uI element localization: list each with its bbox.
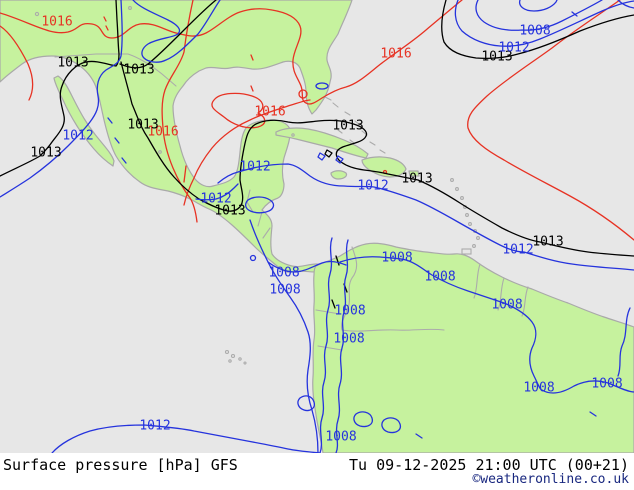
isobar-label: 1013: [481, 50, 512, 65]
jamaica: [330, 170, 348, 180]
isobar-label: 1016: [254, 105, 285, 120]
isobar-label: 1013: [127, 118, 158, 133]
isobar-label: 1008: [325, 430, 356, 445]
isobar-label: 1008: [269, 283, 300, 298]
isobar-label: 1008: [424, 270, 455, 285]
isobar-label: 1012: [239, 160, 270, 175]
south-america-landmass: [312, 242, 634, 453]
hispaniola: [361, 156, 407, 178]
isobar-label: 1008: [591, 377, 622, 392]
isobar-label: 1008: [523, 381, 554, 396]
isobar-label: 1016: [41, 15, 72, 30]
isobar-label: 1012: [502, 243, 533, 258]
isobar-label: 1013: [332, 119, 363, 134]
isobar-label: 1008: [334, 304, 365, 319]
copyright-link[interactable]: ©weatheronline.co.uk: [472, 472, 629, 487]
isobar-label: 1008: [491, 298, 522, 313]
isobar-label: 1012: [498, 41, 529, 56]
isobar-label: 1013: [30, 146, 61, 161]
map-valid-time: Tu 09-12-2025 21:00 UTC (00+21): [349, 456, 629, 474]
isobars-red: [0, 0, 634, 241]
isobar-label: 1013: [532, 235, 563, 250]
isobar-label: 1013: [57, 56, 88, 71]
isobar-label: 1012: [357, 179, 388, 194]
puerto-rico: [408, 170, 420, 177]
isobar-label: 1013: [214, 204, 245, 219]
isobar-label: 1012: [139, 419, 170, 434]
isobar-label: 1008: [268, 266, 299, 281]
isobar-label: 1013: [123, 63, 154, 78]
isobar-label: 1008: [519, 24, 550, 39]
isobar-label: 1008: [381, 251, 412, 266]
map-title: Surface pressure [hPa] GFS: [3, 456, 238, 474]
isobar-label: 1012: [62, 129, 93, 144]
isobar-label: 1012: [200, 192, 231, 207]
isobar-label: 1016: [380, 47, 411, 62]
land-masses: [0, 0, 634, 453]
north-america-landmass: [0, 0, 353, 277]
isobars-blue: [0, 0, 634, 453]
cuba: [275, 127, 369, 159]
isobar-label: 1008: [333, 332, 364, 347]
baja-california: [53, 75, 115, 167]
isobar-label: 1016: [147, 125, 178, 140]
isobar-label: 1013: [401, 172, 432, 187]
